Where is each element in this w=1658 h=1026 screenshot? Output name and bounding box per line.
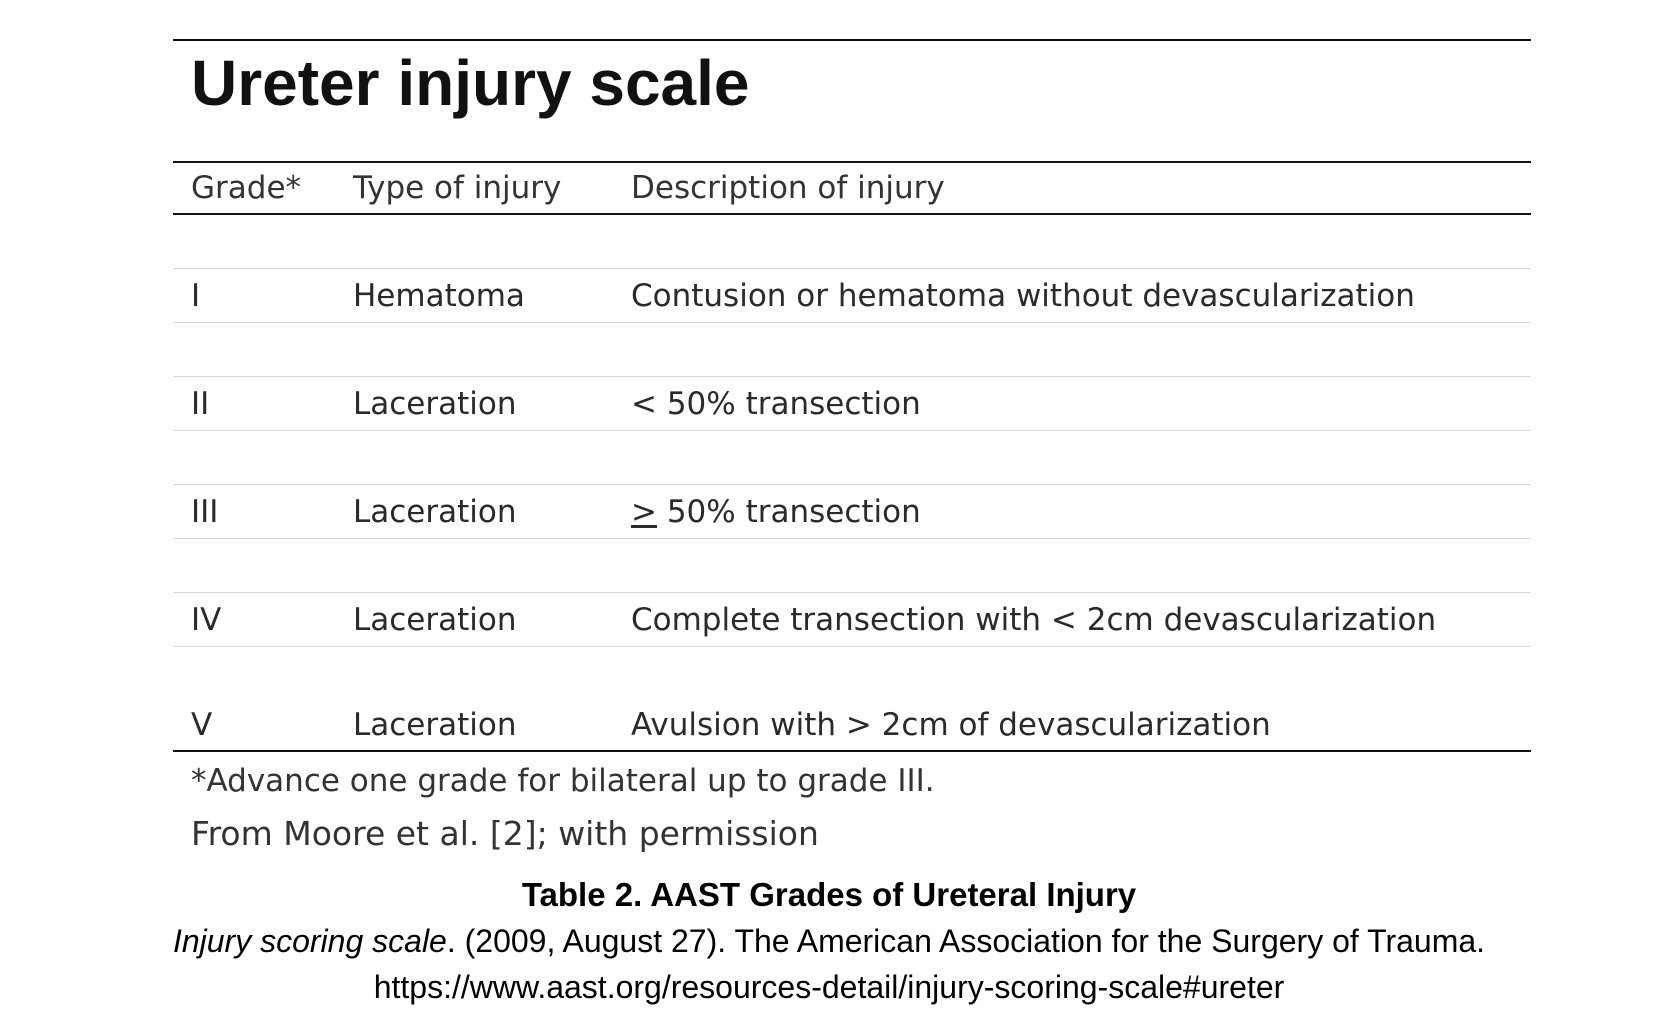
figure-caption-title: Table 2. AAST Grades of Ureteral Injury [521,876,1137,913]
description-cell: Contusion or hematoma without devascular… [613,268,1531,323]
figure-citation: Injury scoring scale. (2009, August 27).… [0,925,1658,957]
citation-url: https://www.aast.org/resources-detail/in… [373,969,1285,1005]
description-cell: > 50% transection [613,484,1531,539]
citation-italic-title: Injury scoring scale [172,923,447,959]
grade-cell: II [173,376,335,431]
table-row: IV Laceration Complete transection with … [173,592,1531,647]
grade-cell: I [173,268,335,323]
type-cell: Hematoma [335,268,613,323]
row-spacer [173,647,1531,700]
table-source-note: From Moore et al. [2]; with permission [191,814,819,853]
table-row: V Laceration Avulsion with > 2cm of deva… [173,699,1531,752]
row-spacer [173,430,1531,485]
description-cell: Avulsion with > 2cm of devascularization [613,699,1531,752]
description-cell: Complete transection with < 2cm devascul… [613,592,1531,647]
description-text: 50% transection [656,493,921,530]
grade-cell: IV [173,592,335,647]
type-cell: Laceration [335,699,613,752]
greater-equal-symbol: > [631,493,657,530]
table-row: I Hematoma Contusion or hematoma without… [173,268,1531,323]
row-spacer [173,214,1531,269]
grade-cell: III [173,484,335,539]
injury-scale-table-figure: Ureter injury scale Grade* Type of injur… [173,39,1531,850]
ureter-injury-table: Grade* Type of injury Description of inj… [173,161,1531,752]
column-header-type: Type of injury [353,170,562,206]
table-title: Ureter injury scale [191,47,750,119]
table-row: II Laceration < 50% transection [173,376,1531,431]
table-row: III Laceration > 50% transection [173,484,1531,539]
row-spacer [173,538,1531,593]
citation-text: . (2009, August 27). The American Associ… [446,923,1486,959]
type-cell: Laceration [335,376,613,431]
grade-cell: V [173,699,335,752]
table-header: Grade* Type of injury Description of inj… [173,162,1531,214]
type-cell: Laceration [335,592,613,647]
column-header-description: Description of injury [631,170,945,206]
table-footnote: *Advance one grade for bilateral up to g… [191,763,935,799]
type-cell: Laceration [335,484,613,539]
column-header-grade: Grade* [191,170,302,206]
description-cell: < 50% transection [613,376,1531,431]
row-spacer [173,322,1531,377]
